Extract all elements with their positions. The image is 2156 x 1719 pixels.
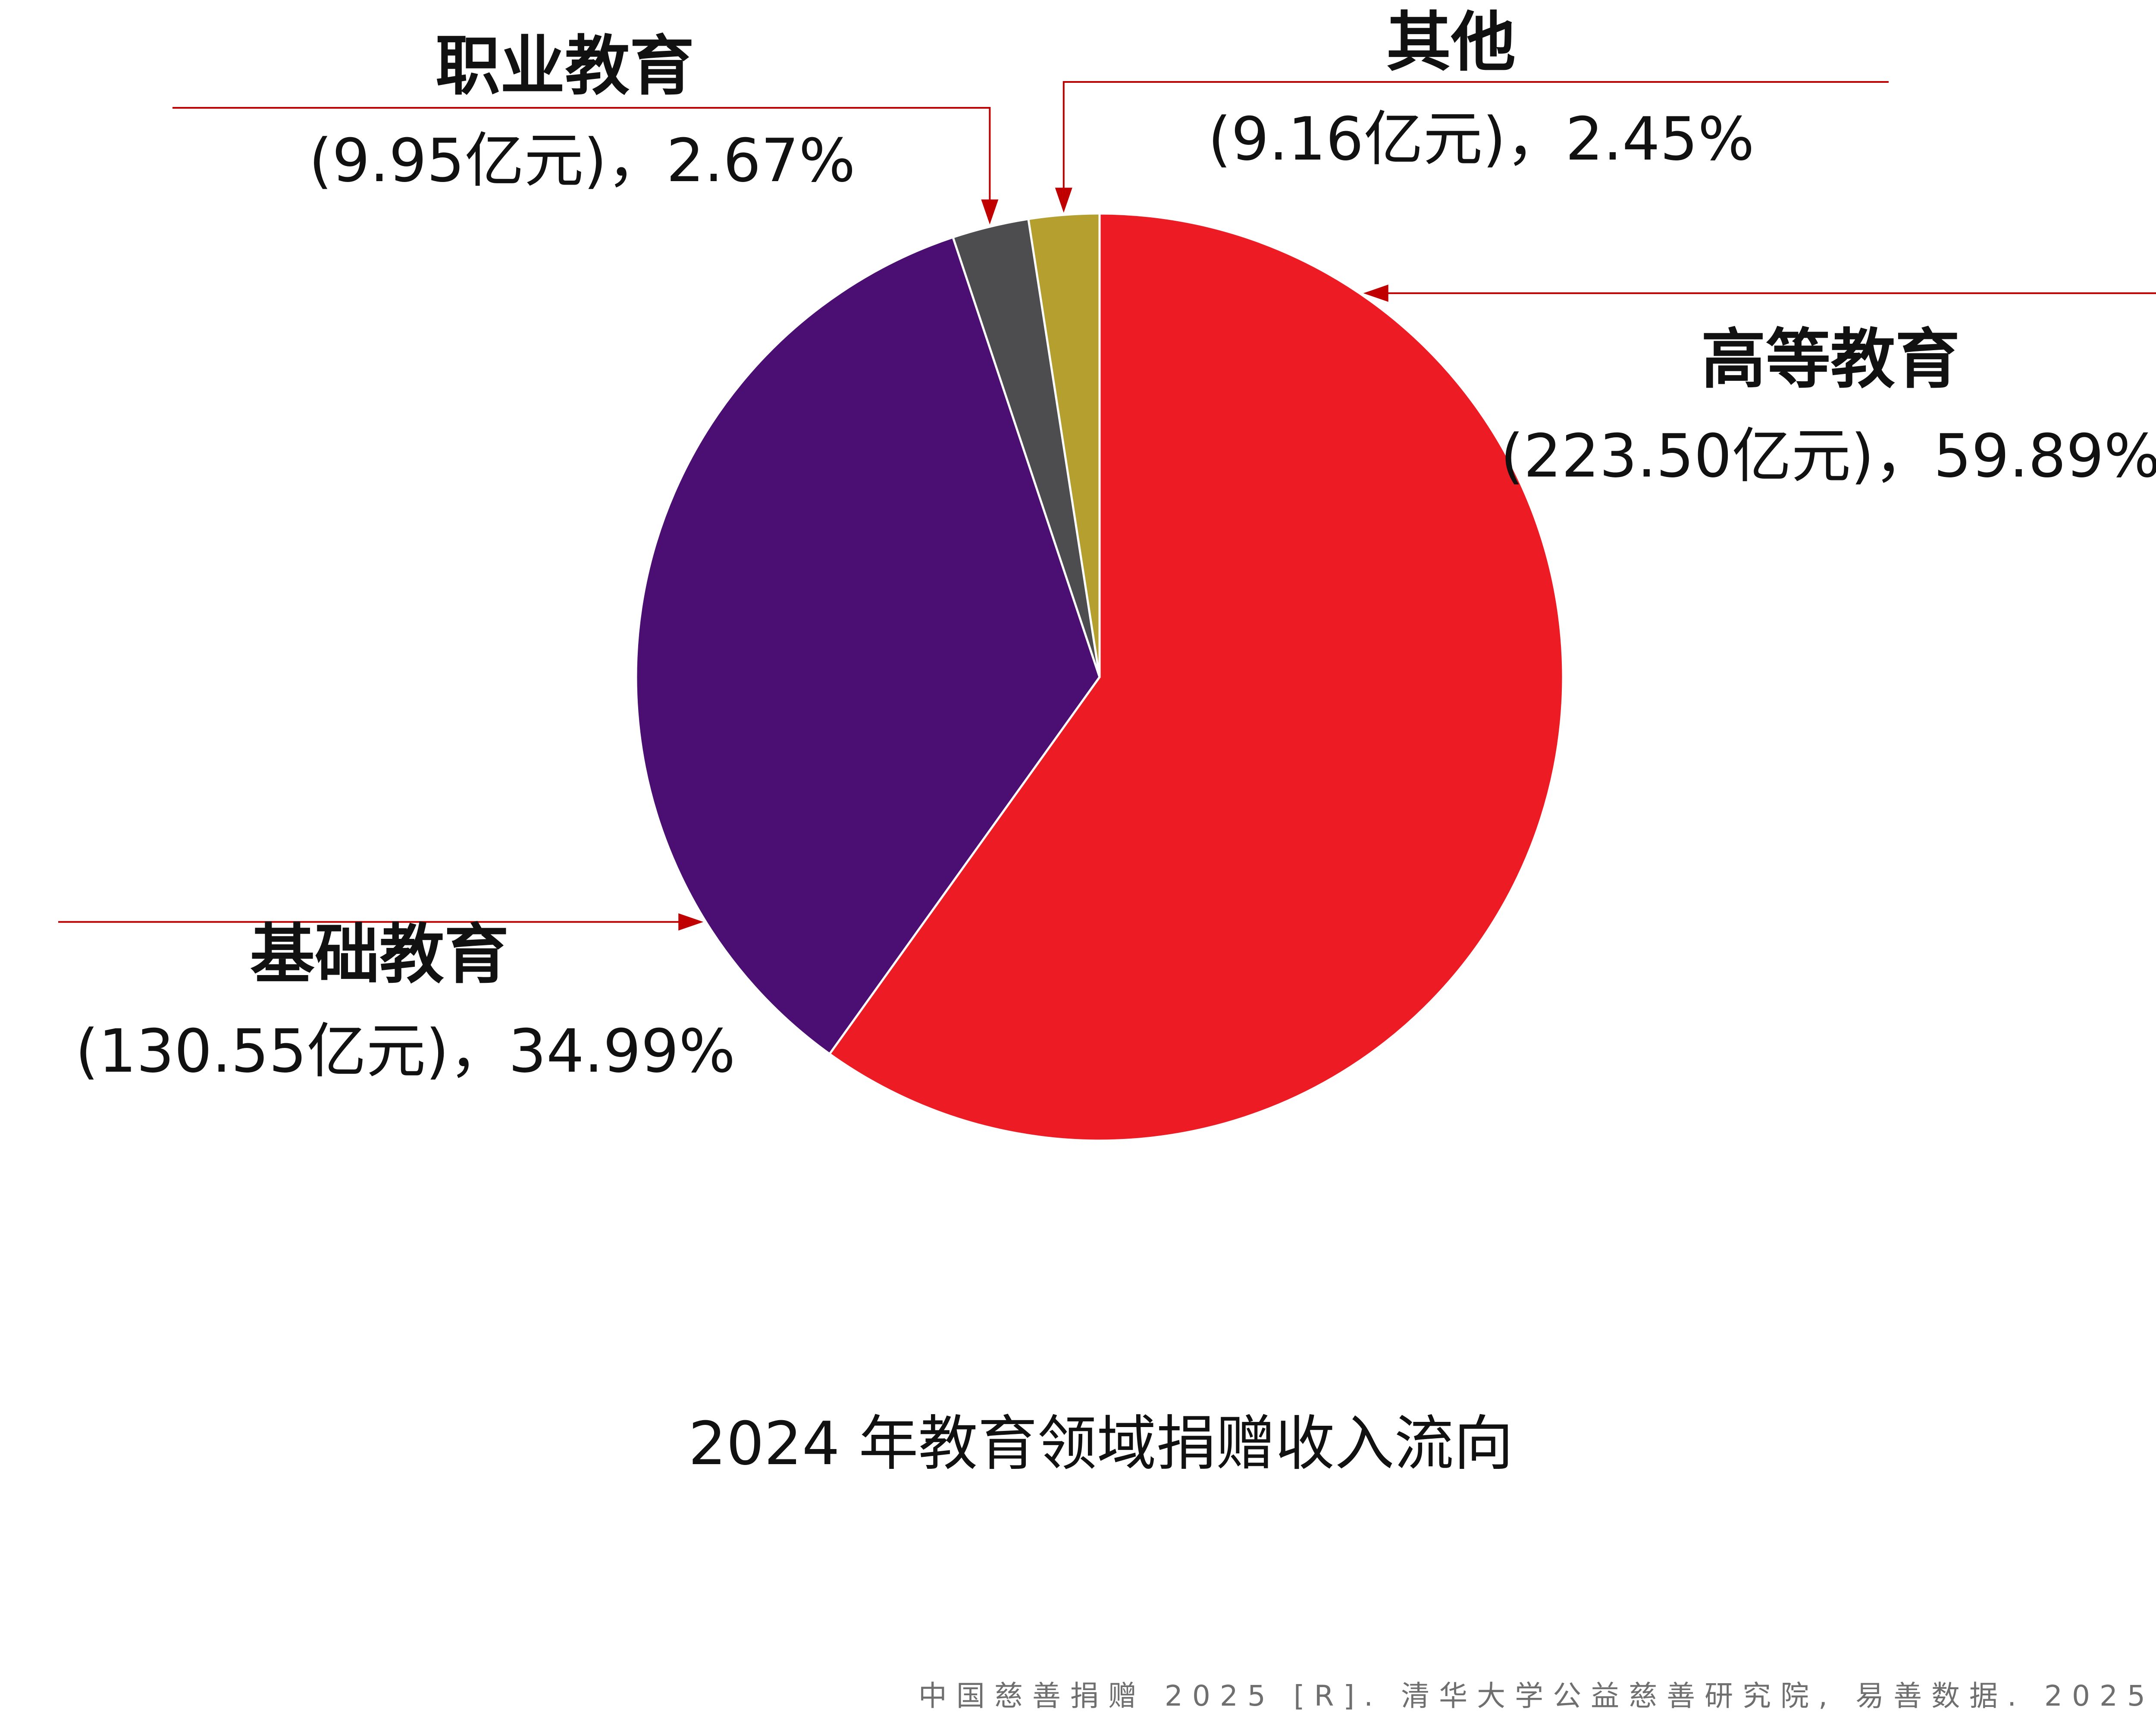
- label-basic-name: 基础教育: [250, 917, 509, 992]
- label-higher-name: 高等教育: [1701, 322, 1960, 397]
- chart-title: 2024 年教育领域捐赠收入流向: [688, 1409, 1513, 1478]
- leader-arrow-higher: [1363, 284, 1388, 302]
- leader-line-other: [1062, 81, 1889, 196]
- source-note: 中国慈善捐赠 2025 [R]. 清华大学公益慈善研究院, 易善数据. 2025…: [918, 1679, 2156, 1713]
- pie-slices: [635, 212, 1564, 1142]
- pie-slice-other: [1027, 212, 1101, 678]
- leader-line-vocational: [172, 107, 991, 207]
- pie-slice-higher: [828, 212, 1564, 1142]
- leader-arrow-other: [1055, 188, 1072, 213]
- label-vocational-name: 职业教育: [436, 29, 694, 104]
- label-other-name: 其他: [1386, 5, 1516, 80]
- label-basic-value: (130.55亿元)，34.99%: [75, 1016, 736, 1086]
- label-higher-value: (223.50亿元)，59.89%: [1501, 421, 2156, 491]
- label-other-value: (9.16亿元)，2.45%: [1208, 104, 1754, 174]
- leader-arrow-basic: [678, 913, 704, 931]
- leader-arrow-vocational: [981, 199, 999, 225]
- pie-slice-basic: [635, 236, 1101, 1056]
- label-vocational-value: (9.95亿元)，2.67%: [309, 126, 855, 195]
- leader-lines: [58, 81, 2156, 931]
